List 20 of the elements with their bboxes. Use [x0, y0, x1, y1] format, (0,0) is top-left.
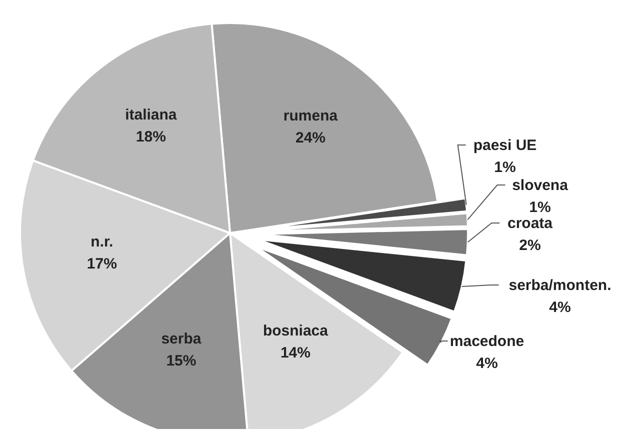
slice-label: macedone	[450, 333, 524, 350]
slice-label: slovena	[512, 177, 569, 194]
slice-label: bosniaca	[262, 322, 329, 340]
data-label: 2%	[519, 237, 541, 254]
data-label: 14%	[280, 344, 311, 362]
data-label: 15%	[166, 352, 196, 370]
data-label: 4%	[549, 299, 571, 316]
slice-label: n.r.	[90, 234, 114, 251]
data-label: 4%	[476, 355, 498, 372]
slice-label: serba	[161, 330, 202, 348]
slice-label: paesi UE	[473, 137, 537, 154]
slice-label: croata	[507, 215, 554, 232]
data-label: 17%	[86, 256, 117, 273]
data-label: 18%	[136, 128, 166, 146]
slice-label: rumena	[283, 108, 338, 125]
data-label: 1%	[494, 159, 516, 176]
data-label: 24%	[296, 130, 326, 147]
data-label: 1%	[529, 199, 551, 216]
slice-label: serba/monten.	[508, 277, 612, 294]
slice-label: italiana	[125, 106, 178, 124]
